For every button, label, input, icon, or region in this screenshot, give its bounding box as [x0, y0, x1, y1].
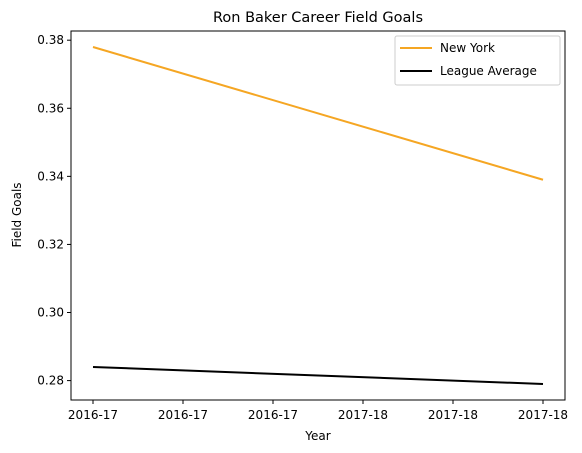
legend-label: New York — [440, 41, 495, 55]
x-tick-label: 2017-18 — [428, 408, 478, 422]
y-axis: 0.28 0.30 0.32 0.34 0.36 0.38 — [37, 33, 71, 388]
y-tick-label: 0.38 — [37, 33, 64, 47]
x-tick-label: 2017-18 — [338, 408, 388, 422]
x-tick-label: 2016-17 — [248, 408, 298, 422]
plot-frame — [70, 30, 566, 401]
y-tick-label: 0.30 — [37, 306, 64, 320]
y-tick-label: 0.28 — [37, 374, 64, 388]
y-axis-label: Field Goals — [10, 182, 24, 247]
x-tick-label: 2016-17 — [158, 408, 208, 422]
x-tick-label: 2017-18 — [518, 408, 568, 422]
y-tick-label: 0.32 — [37, 237, 64, 251]
chart-title: Ron Baker Career Field Goals — [213, 10, 423, 26]
series-layer — [92, 46, 544, 386]
legend-box — [394, 35, 561, 86]
series-line — [92, 365, 544, 386]
x-axis-label: Year — [304, 429, 330, 443]
legend-label: League Average — [440, 64, 537, 78]
series-line — [92, 46, 544, 181]
y-tick-label: 0.34 — [37, 169, 64, 183]
plot-area — [70, 30, 566, 401]
y-tick-label: 0.36 — [37, 101, 64, 115]
legend: New York League Average — [394, 35, 561, 86]
x-tick-label: 2016-17 — [68, 408, 118, 422]
x-axis: 2016-17 2016-17 2016-17 2017-18 2017-18 2017-… — [68, 400, 568, 422]
